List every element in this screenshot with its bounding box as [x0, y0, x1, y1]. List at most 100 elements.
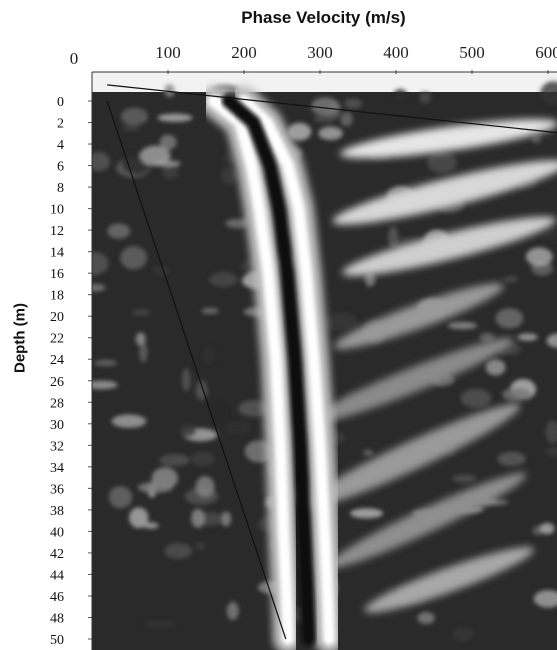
texture-blob [225, 421, 251, 435]
texture-blob [419, 91, 431, 104]
energy-lobes [302, 119, 557, 613]
y-tick-label: 36 [50, 482, 64, 497]
texture-blob [122, 124, 140, 132]
texture-blob [324, 312, 358, 331]
texture-blob [238, 400, 271, 417]
x-tick-label: 600 [535, 43, 557, 62]
texture-blob [363, 449, 374, 456]
texture-blob [540, 229, 557, 241]
texture-blob [479, 332, 495, 343]
texture-blob [226, 601, 239, 621]
texture-blob [545, 447, 557, 457]
texture-blob [92, 380, 118, 390]
texture-blob [364, 272, 376, 287]
texture-blob [129, 507, 149, 529]
energy-lobe [332, 160, 557, 225]
texture-blob [287, 122, 312, 141]
y-tick-label: 48 [50, 611, 64, 626]
energy-lobe [309, 338, 514, 424]
texture-blob [135, 332, 146, 346]
texture-blob [350, 508, 384, 519]
y-tick-label: 4 [57, 138, 64, 153]
y-axis-title: Depth (m) [11, 303, 29, 373]
energy-lobe [302, 403, 521, 509]
texture-blob [221, 167, 238, 185]
texture-blob [93, 359, 118, 367]
y-axis: 0246810121416182022242628303234363840424… [50, 95, 92, 648]
texture-blob [546, 333, 557, 348]
y-tick-label: 20 [50, 310, 64, 325]
texture-blob [533, 590, 557, 608]
texture-blob [417, 611, 435, 624]
surface-band [92, 72, 557, 92]
y-tick-label: 34 [50, 461, 64, 476]
texture-blob [495, 308, 524, 329]
texture-blob [388, 226, 399, 249]
texture-blob [220, 511, 232, 527]
texture-blob [501, 388, 532, 401]
x-tick-label: 0 [70, 49, 79, 68]
energy-lobe [342, 216, 556, 276]
texture-blob [164, 84, 175, 98]
texture-blob [452, 474, 477, 483]
y-tick-label: 26 [50, 375, 64, 390]
texture-blob [460, 388, 492, 409]
y-tick-label: 24 [50, 353, 64, 368]
energy-lobe [340, 119, 557, 159]
energy-lobe [326, 472, 527, 569]
y-tick-label: 22 [50, 332, 64, 347]
y-tick-label: 50 [50, 633, 64, 648]
texture-blob [485, 359, 506, 376]
y-tick-label: 28 [50, 396, 64, 411]
texture-blob [92, 151, 110, 172]
y-tick-label: 8 [57, 181, 64, 196]
texture-blob [540, 81, 557, 105]
texture-blob [154, 160, 181, 167]
energy-lobe [334, 283, 504, 349]
texture-blob [447, 321, 478, 330]
x-tick-label: 500 [459, 43, 485, 62]
texture-blob [340, 111, 353, 127]
texture-blob [525, 247, 553, 267]
texture-blob [195, 542, 205, 550]
y-tick-label: 10 [50, 203, 64, 218]
texture-blob [145, 620, 177, 628]
texture-blob [545, 420, 557, 444]
y-tick-label: 38 [50, 504, 64, 519]
texture-blob [92, 251, 109, 276]
x-tick-label: 400 [383, 43, 409, 62]
x-axis-title: Phase Velocity (m/s) [241, 8, 406, 27]
texture-blob [137, 482, 173, 493]
texture-blob [190, 451, 215, 467]
y-tick-label: 0 [57, 95, 64, 110]
texture-blob [181, 368, 191, 392]
y-tick-label: 32 [50, 439, 64, 454]
dispersion-image [92, 72, 557, 650]
texture-blob [539, 522, 555, 535]
texture-blob [344, 98, 363, 109]
texture-blob [201, 307, 219, 315]
y-tick-label: 46 [50, 590, 64, 605]
texture-blob [393, 88, 407, 101]
texture-blob [517, 333, 538, 341]
y-tick-label: 44 [50, 568, 64, 583]
y-tick-label: 30 [50, 418, 64, 433]
texture-blob [195, 476, 215, 498]
ridge-1 [207, 95, 295, 645]
texture-blob [111, 414, 147, 428]
texture-blob [179, 423, 197, 438]
texture-blob [120, 107, 149, 126]
x-tick-label: 200 [231, 43, 257, 62]
texture-blob [503, 275, 518, 283]
texture-blob [225, 218, 250, 229]
texture-blob [92, 283, 106, 292]
texture-blob [159, 134, 177, 150]
texture-blob [212, 403, 227, 427]
texture-blob [162, 164, 179, 180]
texture-blob [452, 627, 474, 642]
texture-blob [131, 309, 151, 316]
texture-blob [159, 454, 190, 467]
y-tick-label: 16 [50, 267, 64, 282]
texture-blob [143, 522, 159, 529]
